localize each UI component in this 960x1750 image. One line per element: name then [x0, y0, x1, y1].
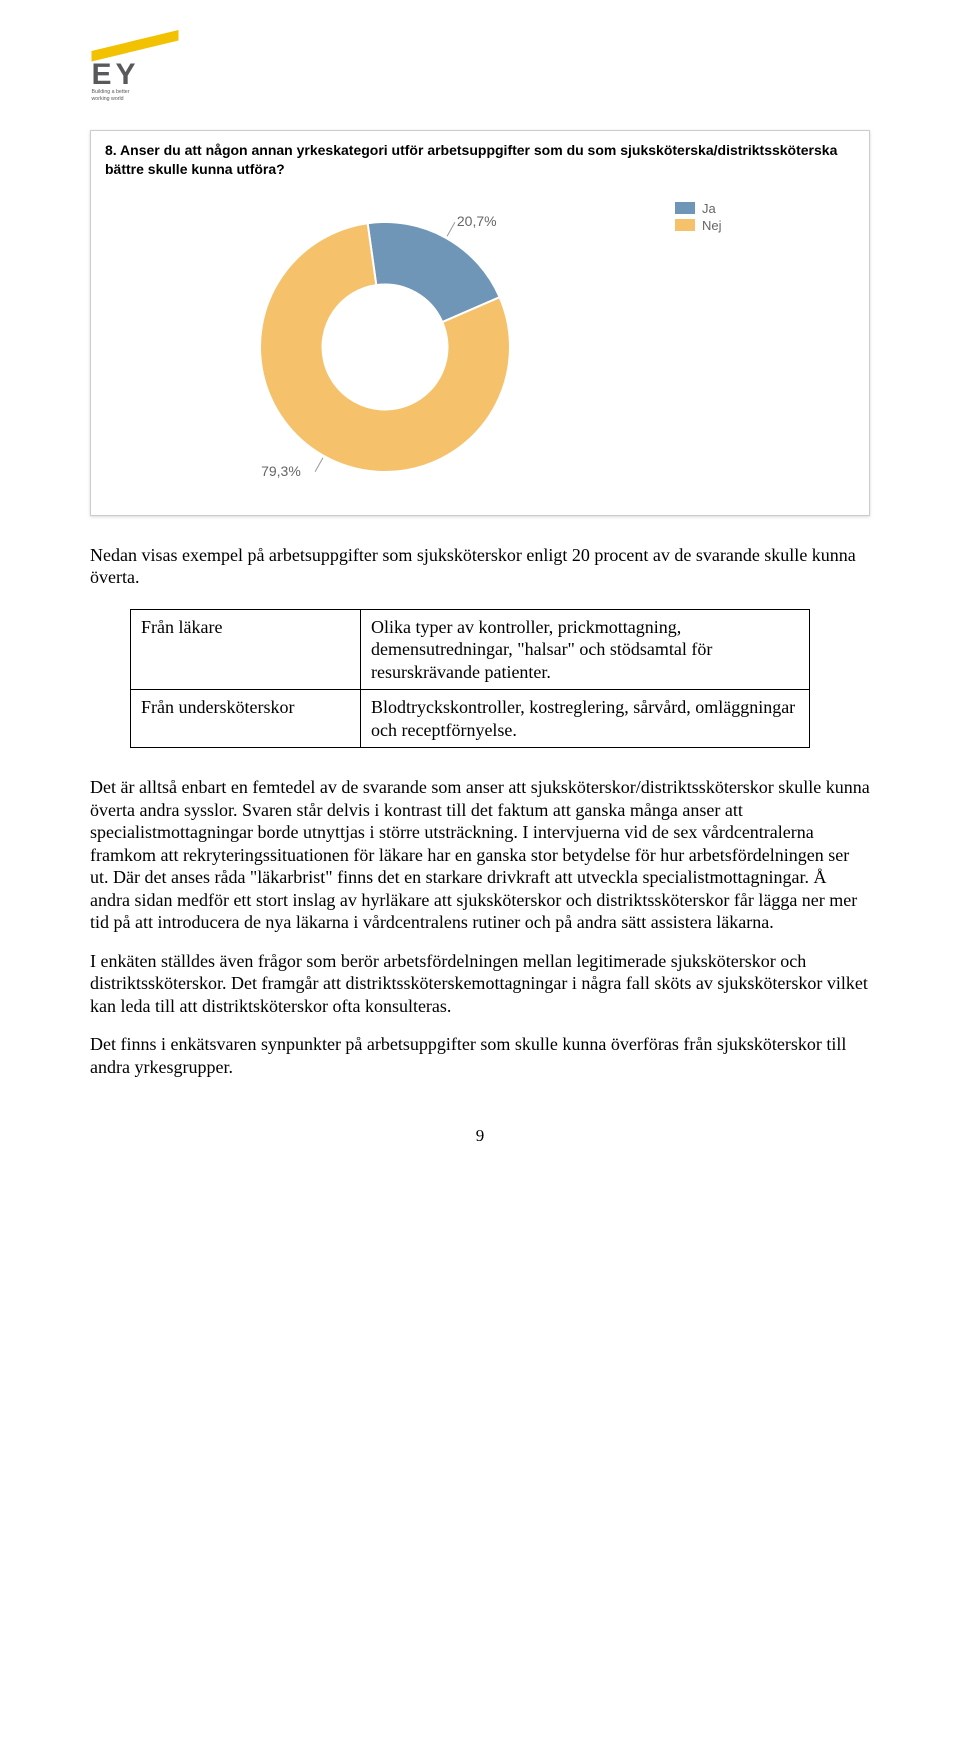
legend-label-nej: Nej [702, 218, 722, 233]
table-label-cell: Från läkare [131, 609, 361, 690]
table-row: Från läkare Olika typer av kontroller, p… [131, 609, 810, 690]
table-row: Från undersköterskor Blodtryckskontrolle… [131, 690, 810, 748]
definitions-table: Från läkare Olika typer av kontroller, p… [130, 609, 810, 749]
chart-card: 8. Anser du att någon annan yrkeskategor… [90, 130, 870, 516]
svg-text:E: E [92, 58, 112, 91]
body-paragraph: Det finns i enkätsvaren synpunkter på ar… [90, 1033, 870, 1078]
legend-label-ja: Ja [702, 201, 716, 216]
table-text-cell: Blodtryckskontroller, kostreglering, sår… [361, 690, 810, 748]
donut-svg [235, 197, 535, 497]
body-paragraph: I enkäten ställdes även frågor som berör… [90, 950, 870, 1018]
donut-slice-label-ja: 20,7% [457, 213, 497, 229]
donut-wrap: 20,7% 79,3% [235, 197, 575, 497]
ey-logo: E Y Building a better working world [90, 30, 870, 110]
legend-item-ja: Ja [675, 201, 722, 216]
ey-logo-svg: E Y Building a better working world [90, 30, 180, 105]
chart-title: 8. Anser du att någon annan yrkeskategor… [105, 141, 855, 179]
page-number: 9 [90, 1126, 870, 1146]
chart-legend: Ja Nej [675, 201, 722, 235]
legend-item-nej: Nej [675, 218, 722, 233]
chart-body: 20,7% 79,3% Ja Nej [105, 197, 855, 497]
svg-text:working world: working world [92, 96, 124, 102]
intro-paragraph: Nedan visas exempel på arbetsuppgifter s… [90, 544, 870, 589]
svg-text:Y: Y [116, 58, 136, 91]
donut-slice-label-nej: 79,3% [261, 463, 301, 479]
table-label-cell: Från undersköterskor [131, 690, 361, 748]
legend-swatch-nej [675, 219, 695, 231]
body-paragraph: Det är alltså enbart en femtedel av de s… [90, 776, 870, 934]
legend-swatch-ja [675, 202, 695, 214]
svg-text:Building a better: Building a better [92, 89, 130, 95]
table-text-cell: Olika typer av kontroller, prickmottagni… [361, 609, 810, 690]
